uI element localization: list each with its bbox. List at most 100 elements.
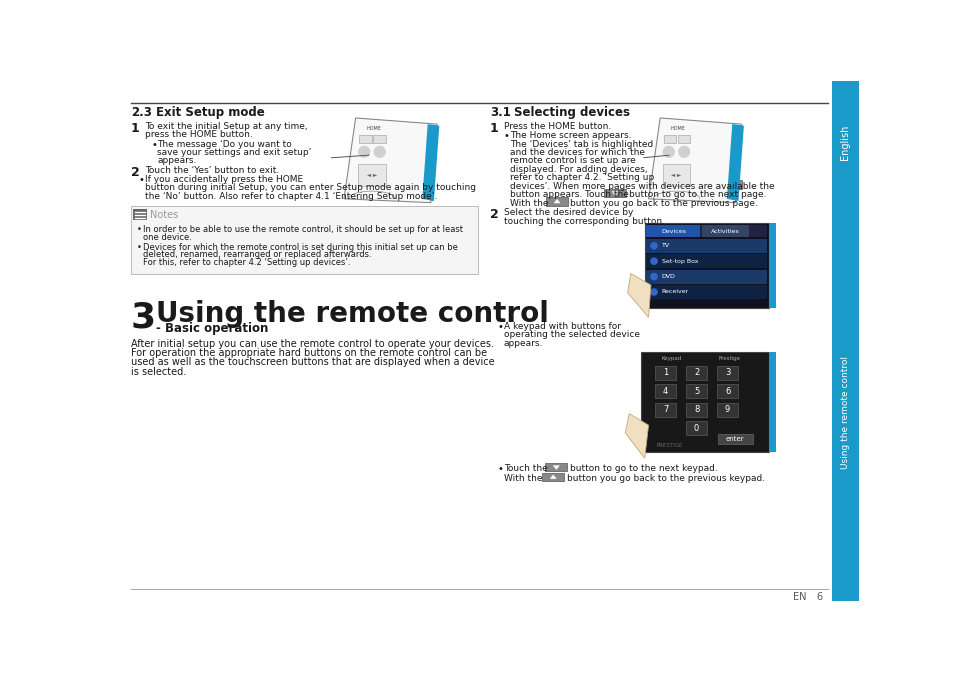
- Text: •: •: [138, 175, 144, 185]
- Text: 1: 1: [662, 369, 667, 377]
- Text: For operation the appropriate hard buttons on the remote control can be: For operation the appropriate hard butto…: [131, 348, 486, 358]
- Bar: [716, 366, 738, 380]
- Polygon shape: [726, 124, 743, 201]
- Text: Select the desired device by: Select the desired device by: [503, 208, 633, 217]
- Text: Notes: Notes: [150, 211, 178, 220]
- Text: 1: 1: [489, 122, 497, 135]
- Text: After initial setup you can use the remote control to operate your devices.: After initial setup you can use the remo…: [131, 339, 494, 349]
- Text: •: •: [137, 243, 142, 252]
- Circle shape: [650, 258, 657, 264]
- Bar: [661, 164, 690, 186]
- Polygon shape: [553, 466, 558, 470]
- Text: Touch the: Touch the: [503, 464, 547, 473]
- Text: •: •: [137, 225, 142, 234]
- Bar: [685, 366, 707, 380]
- Text: Keypad: Keypad: [661, 356, 681, 360]
- Text: 2: 2: [489, 208, 497, 221]
- Text: In order to be able to use the remote control, it should be set up for at least: In order to be able to use the remote co…: [143, 225, 463, 234]
- Bar: [645, 269, 766, 283]
- Text: The message ‘Do you want to: The message ‘Do you want to: [157, 140, 292, 148]
- Text: 1: 1: [131, 122, 139, 135]
- Text: The Home screen appears.: The Home screen appears.: [509, 131, 631, 140]
- Bar: [545, 463, 567, 471]
- Bar: [720, 180, 741, 189]
- Text: 3: 3: [131, 300, 156, 334]
- Polygon shape: [648, 118, 740, 202]
- Text: Prestige: Prestige: [719, 356, 740, 360]
- Text: •: •: [503, 131, 509, 141]
- Bar: [645, 225, 700, 238]
- Bar: [685, 421, 707, 435]
- Text: 3.1: 3.1: [489, 107, 510, 119]
- Text: HOME: HOME: [366, 126, 380, 130]
- Text: Using the remote control: Using the remote control: [840, 356, 849, 468]
- Text: touching the corresponding button.: touching the corresponding button.: [503, 217, 664, 225]
- Text: 6: 6: [724, 387, 730, 396]
- Bar: [131, 206, 477, 273]
- Bar: [640, 352, 768, 452]
- Text: button appears. Touch the: button appears. Touch the: [509, 190, 628, 199]
- Bar: [768, 223, 776, 308]
- Text: 8: 8: [693, 405, 699, 414]
- Bar: [768, 352, 776, 452]
- Text: and the devices for which the: and the devices for which the: [509, 148, 644, 157]
- Bar: [685, 403, 707, 416]
- Text: •: •: [497, 464, 503, 475]
- Text: button to go to the next page.: button to go to the next page.: [629, 190, 766, 199]
- Bar: [645, 285, 766, 299]
- Text: displayed. For adding devices,: displayed. For adding devices,: [509, 165, 647, 174]
- Text: EN: EN: [793, 592, 806, 602]
- Text: English: English: [840, 125, 849, 160]
- Text: appears.: appears.: [157, 157, 196, 165]
- Polygon shape: [728, 183, 734, 187]
- Bar: [718, 433, 753, 444]
- Text: 0: 0: [693, 424, 699, 433]
- Text: If you accidentally press the HOME: If you accidentally press the HOME: [145, 175, 303, 184]
- Polygon shape: [554, 199, 559, 203]
- Polygon shape: [550, 475, 556, 479]
- Bar: [359, 135, 372, 142]
- Bar: [831, 81, 858, 601]
- Text: Receiver: Receiver: [661, 290, 688, 294]
- Text: 4: 4: [662, 387, 667, 396]
- Text: is selected.: is selected.: [131, 367, 186, 377]
- Text: Touch the ‘Yes’ button to exit.: Touch the ‘Yes’ button to exit.: [145, 165, 279, 175]
- Bar: [654, 366, 676, 380]
- Text: •: •: [497, 322, 503, 332]
- Text: ◄ ►: ◄ ►: [366, 173, 376, 178]
- Text: Selecting devices: Selecting devices: [514, 107, 630, 119]
- Text: For this, refer to chapter 4.2 ‘Setting up devices’.: For this, refer to chapter 4.2 ‘Setting …: [143, 258, 351, 267]
- Text: used as well as the touchscreen buttons that are displayed when a device: used as well as the touchscreen buttons …: [131, 358, 494, 367]
- Bar: [654, 384, 676, 398]
- Text: button you go back to the previous page.: button you go back to the previous page.: [570, 199, 758, 208]
- Bar: [546, 197, 567, 206]
- Text: Using the remote control: Using the remote control: [155, 300, 548, 329]
- Bar: [716, 403, 738, 416]
- Text: button you go back to the previous keypad.: button you go back to the previous keypa…: [567, 475, 764, 483]
- Circle shape: [650, 289, 657, 295]
- Bar: [716, 384, 738, 398]
- Text: Activities: Activities: [710, 229, 739, 234]
- Text: Set-top Box: Set-top Box: [661, 259, 698, 264]
- Bar: [701, 225, 748, 238]
- Circle shape: [650, 273, 657, 279]
- Text: press the HOME button.: press the HOME button.: [145, 130, 253, 139]
- Text: PRESTIGE: PRESTIGE: [656, 443, 682, 448]
- Text: deleted, renamed, rearranged or replaced afterwards.: deleted, renamed, rearranged or replaced…: [143, 250, 372, 259]
- Circle shape: [374, 146, 385, 157]
- Text: button to go to the next keypad.: button to go to the next keypad.: [570, 464, 718, 473]
- Text: TV: TV: [661, 243, 669, 248]
- Text: 5: 5: [693, 387, 699, 396]
- Text: button during initial Setup, you can enter Setup mode again by touching: button during initial Setup, you can ent…: [145, 184, 476, 192]
- Text: - Basic operation: - Basic operation: [155, 322, 268, 335]
- Text: 2.3: 2.3: [131, 107, 152, 119]
- Text: the ‘No’ button. Also refer to chapter 4.1 ‘Entering Setup mode’.: the ‘No’ button. Also refer to chapter 4…: [145, 192, 436, 201]
- Bar: [644, 223, 768, 308]
- Text: Devices: Devices: [660, 229, 685, 234]
- Text: refer to chapter 4.2. ‘Setting up: refer to chapter 4.2. ‘Setting up: [509, 173, 654, 182]
- Bar: [604, 189, 625, 197]
- Text: one device.: one device.: [143, 233, 192, 242]
- Polygon shape: [344, 118, 436, 202]
- Circle shape: [650, 243, 657, 249]
- Text: 2: 2: [131, 165, 139, 179]
